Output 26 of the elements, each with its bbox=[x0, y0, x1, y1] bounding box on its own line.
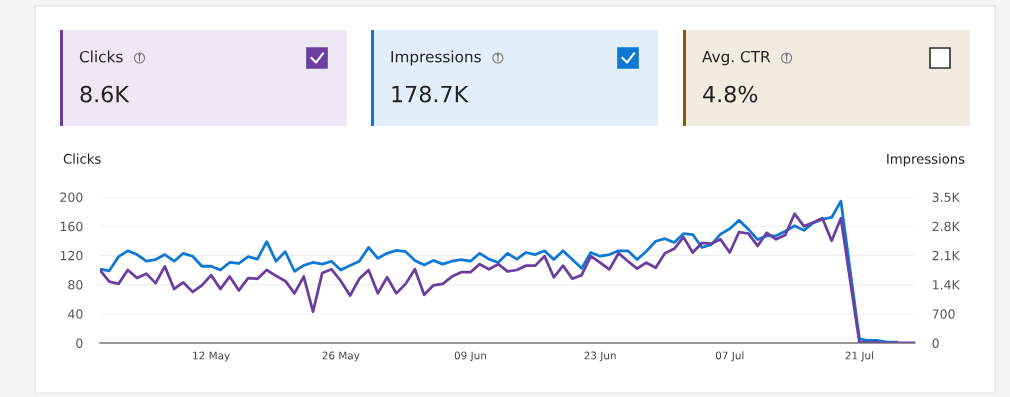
x-tick-label: 21 Jul bbox=[845, 351, 874, 362]
text: Impressions bbox=[391, 50, 481, 66]
y-tick-label: 40 bbox=[68, 309, 83, 319]
x-tick-label: 26 May bbox=[322, 351, 360, 362]
x-tick-label: 09 Jun bbox=[454, 351, 486, 362]
text: 8.6K bbox=[80, 85, 130, 103]
y2-tick-label: 1.4K bbox=[933, 280, 960, 290]
y2-tick-label: 2.8K bbox=[932, 221, 960, 232]
x-tick-label: 12 May bbox=[193, 351, 230, 362]
y-tick-label: 200 bbox=[60, 192, 83, 202]
y-tick-label: 160 bbox=[60, 221, 83, 232]
y-tick-label: 80 bbox=[68, 280, 83, 290]
y2-tick-label: 0 bbox=[932, 338, 939, 348]
y2-axis-title: Impressions bbox=[887, 153, 965, 167]
x-tick-label: 07 Jul bbox=[715, 351, 744, 362]
text: 178.7K bbox=[392, 85, 469, 103]
y-axis-title: Clicks bbox=[63, 153, 101, 164]
y-tick-label: 120 bbox=[60, 250, 83, 261]
y2-tick-label: 2.1K bbox=[932, 250, 960, 261]
x-tick-label: 23 Jun bbox=[584, 351, 616, 362]
y2-tick-label: 700 bbox=[932, 309, 955, 319]
y2-tick-label: 3.5K bbox=[932, 192, 960, 202]
y-tick-label: 0 bbox=[76, 338, 83, 348]
text: 4.8% bbox=[703, 85, 758, 103]
text: Avg. CTR bbox=[702, 50, 771, 66]
text: Clicks bbox=[79, 50, 123, 63]
